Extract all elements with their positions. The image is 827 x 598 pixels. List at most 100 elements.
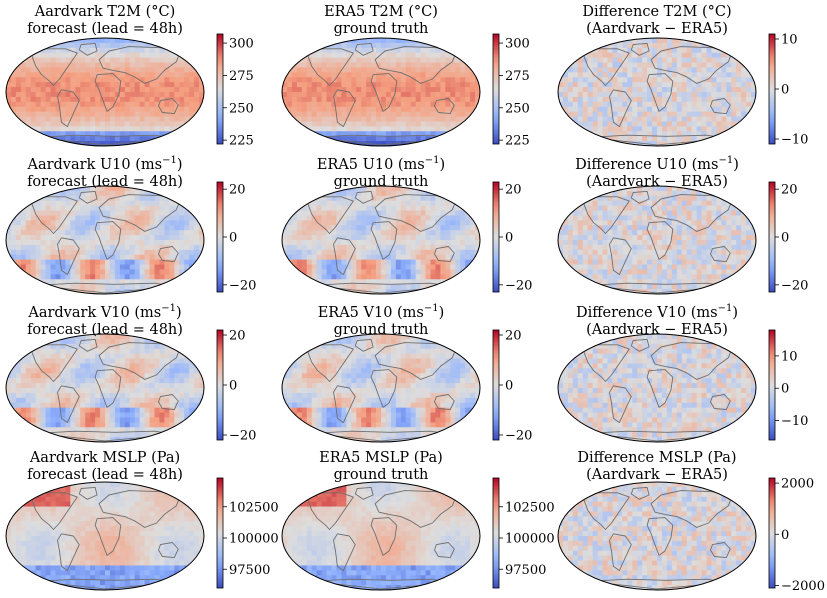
colorbar-tick-label: 0: [229, 379, 237, 394]
panel-title-sub: ground truth: [333, 467, 429, 483]
colorbar-tick-label: 97500: [505, 563, 546, 578]
coastline: [94, 221, 122, 260]
panel-title-sub: forecast (lead = 48h): [27, 21, 183, 37]
colorbar-tick-label: −10: [781, 414, 808, 429]
panel-mslp-diff: 2000 0 −2000: [557, 477, 825, 594]
colorbar: [492, 329, 500, 441]
panel-title-main: ERA5 T2M (°C): [324, 4, 438, 20]
colorbar-tick-label: 300: [505, 37, 530, 52]
coastline: [434, 98, 455, 115]
coastline: [158, 542, 179, 559]
coastline: [587, 282, 729, 294]
colorbar-tick-label: −10: [781, 133, 808, 148]
panel-title-v10-forecast: Aardvark V10 (ms−1) forecast (lead = 48h): [0, 300, 225, 339]
colorbar: [768, 181, 776, 293]
coastline: [710, 542, 731, 559]
panel-title-main: Aardvark V10 (ms−1): [28, 303, 182, 321]
coastline: [630, 190, 650, 204]
colorbar: [768, 33, 776, 145]
coastline: [374, 490, 457, 528]
panel-title-sub: (Aardvark − ERA5): [586, 321, 728, 338]
panel-title-main: ERA5 U10 (ms−1): [316, 155, 446, 173]
colorbar-tick-label: −20: [781, 278, 808, 293]
coastline: [710, 246, 731, 263]
coastline: [370, 73, 398, 112]
coastline: [78, 190, 98, 204]
colorbar-tick-label: −20: [229, 429, 256, 444]
colorbar-tick-label: 300: [229, 37, 254, 52]
panel-title-main: Difference MSLP (Pa): [577, 450, 737, 466]
coastline: [583, 48, 630, 86]
map-border: [5, 185, 205, 295]
panel-title-mslp-forecast: Aardvark MSLP (Pa) forecast (lead = 48h): [0, 450, 225, 484]
coastline: [98, 342, 181, 380]
panel-title-v10-truth: ERA5 V10 (ms−1) ground truth: [261, 300, 501, 339]
colorbar: [768, 329, 776, 441]
colorbar-tick-label: 0: [229, 231, 237, 246]
map-field: [558, 38, 756, 146]
coastline: [98, 490, 181, 528]
coastline: [583, 492, 630, 530]
colorbar-tick-label: 20: [229, 183, 246, 198]
panel-title-mslp-truth: ERA5 MSLP (Pa) ground truth: [261, 450, 501, 484]
colorbar-tick-label: 10: [781, 349, 798, 364]
coastline: [583, 344, 630, 382]
map-border: [5, 333, 205, 443]
coastline: [57, 533, 80, 572]
panel-title-main: Aardvark U10 (ms−1): [27, 155, 183, 173]
coastline: [31, 196, 78, 234]
coastline: [35, 578, 177, 590]
coastline: [609, 533, 632, 572]
colorbar: [768, 477, 776, 589]
coastline: [333, 89, 356, 128]
coastline: [609, 385, 632, 424]
panel-title-sub: ground truth: [333, 321, 429, 338]
colorbar-tick-label: 275: [229, 69, 254, 84]
coastline: [311, 282, 453, 294]
panel-v10-truth: 20 0 −20: [281, 329, 532, 444]
colorbar-tick-label: 250: [229, 101, 254, 116]
colorbar-tick-label: 20: [229, 329, 246, 344]
coastline: [57, 385, 80, 424]
coastline: [587, 430, 729, 442]
colorbar-tick-label: −2000: [781, 579, 825, 594]
coastline: [646, 369, 674, 408]
colorbar-tick-label: −20: [505, 278, 532, 293]
colorbar-tick-label: 100000: [505, 532, 555, 547]
map-border: [281, 185, 481, 295]
map-border: [281, 481, 481, 591]
coastline: [354, 338, 374, 352]
panel-title-sub: forecast (lead = 48h): [27, 321, 183, 338]
coastline: [374, 342, 457, 380]
coastline: [374, 194, 457, 232]
panel-v10-diff: 10 0 −10: [557, 329, 808, 443]
colorbar-tick-label: 20: [781, 183, 798, 198]
colorbar: [492, 181, 500, 293]
coastline: [370, 517, 398, 556]
panel-title-main: ERA5 V10 (ms−1): [317, 303, 445, 321]
coastline: [35, 134, 177, 146]
coastline: [31, 492, 78, 530]
coastline: [311, 430, 453, 442]
colorbar-tick-label: 0: [781, 83, 789, 98]
panel-title-main: Difference U10 (ms−1): [575, 155, 739, 173]
coastline: [646, 73, 674, 112]
coastline: [587, 578, 729, 590]
coastline: [434, 246, 455, 263]
coastline: [354, 42, 374, 56]
colorbar: [216, 329, 224, 441]
coastline: [630, 42, 650, 56]
coastline: [710, 394, 731, 411]
panel-t2m-forecast: 225 250 275 300: [5, 33, 254, 149]
map-border: [5, 481, 205, 591]
coastline: [630, 486, 650, 500]
colorbar-tick-label: 0: [781, 231, 789, 246]
coastline: [370, 369, 398, 408]
coastline: [35, 430, 177, 442]
coastline: [434, 394, 455, 411]
colorbar: [216, 477, 224, 589]
coastline: [311, 134, 453, 146]
panel-u10-truth: 20 0 −20: [281, 181, 532, 295]
panel-title-main: Difference T2M (°C): [582, 4, 732, 20]
coastline: [31, 48, 78, 86]
